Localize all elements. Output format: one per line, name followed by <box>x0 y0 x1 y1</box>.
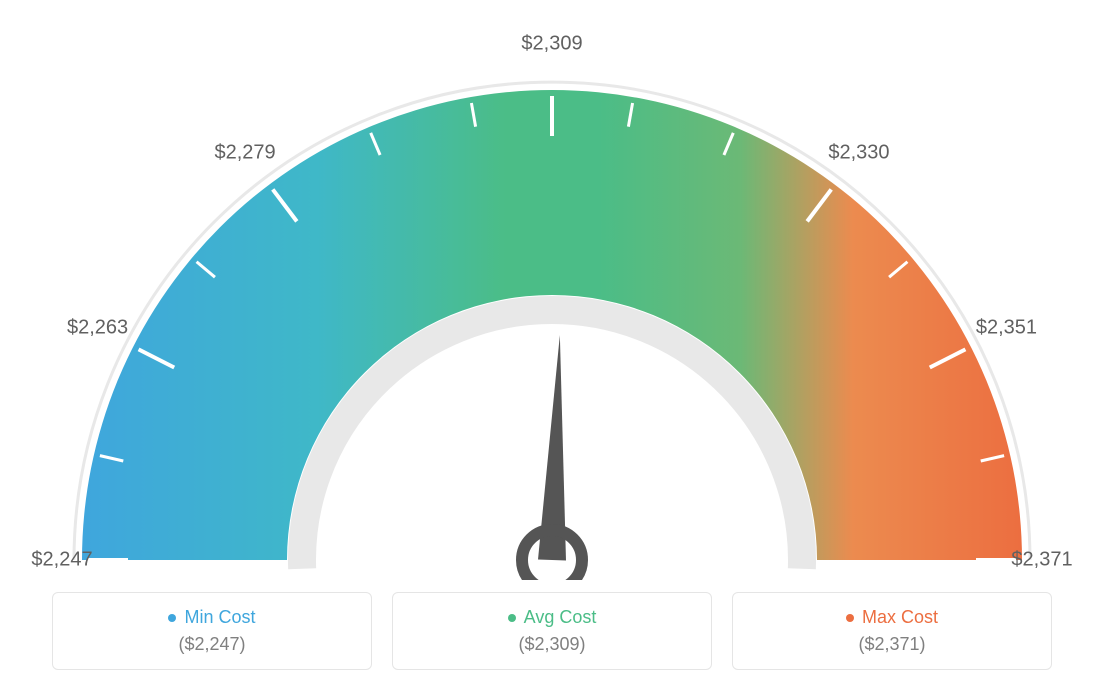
gauge-scale-label: $2,371 <box>1011 549 1072 572</box>
gauge-scale-label: $2,247 <box>31 549 92 572</box>
legend-value-avg: ($2,309) <box>413 634 691 655</box>
gauge-scale-label: $2,351 <box>976 317 1037 340</box>
legend-card-avg: Avg Cost ($2,309) <box>392 592 712 670</box>
legend-label-min: Min Cost <box>73 607 351 628</box>
legend-value-min: ($2,247) <box>73 634 351 655</box>
legend-card-max: Max Cost ($2,371) <box>732 592 1052 670</box>
legend-label-avg: Avg Cost <box>413 607 691 628</box>
legend-label-text: Avg Cost <box>524 607 597 628</box>
legend-card-min: Min Cost ($2,247) <box>52 592 372 670</box>
gauge-scale-label: $2,330 <box>828 141 889 164</box>
legend-label-text: Min Cost <box>184 607 255 628</box>
gauge-scale-label: $2,279 <box>214 141 275 164</box>
legend-value-max: ($2,371) <box>753 634 1031 655</box>
gauge-svg <box>0 20 1104 580</box>
gauge-scale-label: $2,309 <box>521 33 582 56</box>
dot-icon <box>168 614 176 622</box>
gauge-scale-label: $2,263 <box>67 317 128 340</box>
dot-icon <box>846 614 854 622</box>
legend-label-max: Max Cost <box>753 607 1031 628</box>
gauge-chart: $2,247 $2,263 $2,279 $2,309 $2,330 $2,351 $2,3… <box>0 20 1104 580</box>
legend-row: Min Cost ($2,247) Avg Cost ($2,309) Max … <box>0 592 1104 670</box>
cost-gauge-widget: $2,247 $2,263 $2,279 $2,309 $2,330 $2,351 $2,3… <box>0 0 1104 690</box>
dot-icon <box>508 614 516 622</box>
legend-label-text: Max Cost <box>862 607 938 628</box>
